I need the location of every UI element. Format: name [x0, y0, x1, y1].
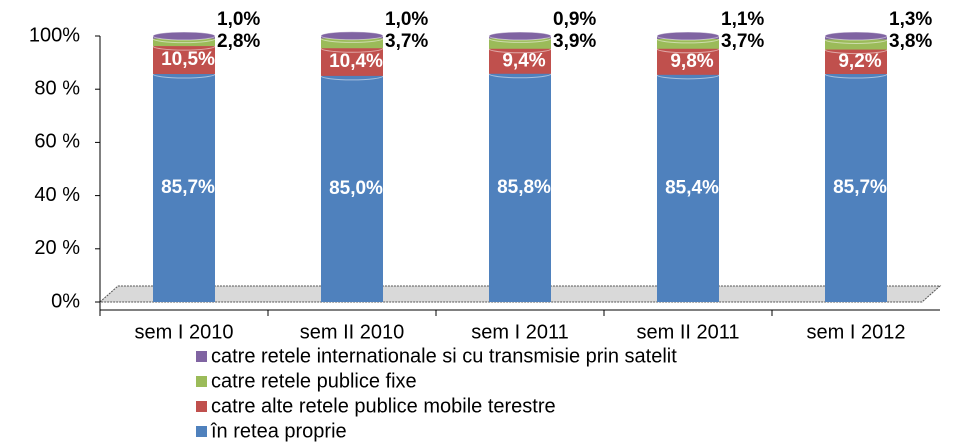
- bar-segment: [657, 38, 719, 49]
- y-tick-label: 0%: [51, 290, 80, 312]
- bar-segment: [825, 39, 887, 50]
- value-label: 1,1%: [721, 9, 764, 30]
- y-tick-label: 100%: [29, 24, 80, 46]
- bar-segment: [153, 46, 215, 75]
- value-label: 85,7%: [161, 177, 215, 198]
- value-label: 1,0%: [217, 9, 260, 30]
- x-tick-label: sem I 2011: [471, 321, 568, 343]
- value-label: 85,4%: [665, 177, 719, 198]
- legend-swatch: [196, 376, 207, 387]
- value-label: 10,5%: [161, 49, 215, 70]
- bar-segment: [657, 74, 719, 302]
- value-label: 85,8%: [497, 177, 551, 198]
- bar-segment: [321, 38, 383, 49]
- x-tick-label: sem II 2010: [300, 321, 405, 343]
- bar-segment: [489, 38, 551, 49]
- cylinder-cap: [824, 31, 888, 41]
- legend-label: catre retele publice fixe: [211, 370, 417, 392]
- value-label: 3,7%: [385, 31, 428, 52]
- legend-swatch: [196, 351, 207, 362]
- bar-segment: [489, 73, 551, 302]
- legend-label: în retea proprie: [210, 420, 347, 442]
- legend-swatch: [196, 401, 207, 412]
- x-tick-label: sem I 2010: [135, 321, 234, 343]
- value-label: 1,0%: [385, 9, 428, 30]
- value-label: 10,4%: [329, 51, 383, 72]
- bar-segment: [321, 48, 383, 76]
- bar-segment: [825, 74, 887, 303]
- x-tick-label: sem II 2011: [636, 321, 739, 343]
- value-label: 9,4%: [502, 50, 545, 71]
- value-label: 0,9%: [553, 9, 596, 30]
- value-label: 1,3%: [889, 9, 932, 30]
- legend-label: catre alte retele publice mobile terestr…: [211, 395, 556, 417]
- cylinder-cap: [152, 31, 216, 41]
- value-label: 9,2%: [838, 51, 881, 72]
- value-label: 2,8%: [217, 31, 260, 52]
- value-label: 85,7%: [833, 177, 887, 198]
- value-label: 3,9%: [553, 31, 596, 52]
- y-tick-label: 80 %: [34, 77, 80, 99]
- cylinder-cap: [320, 31, 384, 41]
- value-label: 9,8%: [670, 51, 713, 72]
- x-tick-label: sem I 2012: [807, 321, 906, 343]
- cylinder-cap: [656, 31, 720, 41]
- value-label: 3,7%: [721, 31, 764, 52]
- y-tick-label: 20 %: [34, 237, 80, 259]
- bar-segment: [321, 75, 383, 303]
- y-tick-label: 60 %: [34, 131, 80, 153]
- value-label: 3,8%: [889, 31, 932, 52]
- legend-swatch: [196, 426, 207, 437]
- bar-segment: [153, 74, 215, 303]
- y-tick-label: 40 %: [34, 184, 80, 206]
- legend-label: catre retele internationale si cu transm…: [211, 345, 677, 367]
- value-label: 85,0%: [329, 178, 383, 199]
- cylinder-cap: [488, 31, 552, 41]
